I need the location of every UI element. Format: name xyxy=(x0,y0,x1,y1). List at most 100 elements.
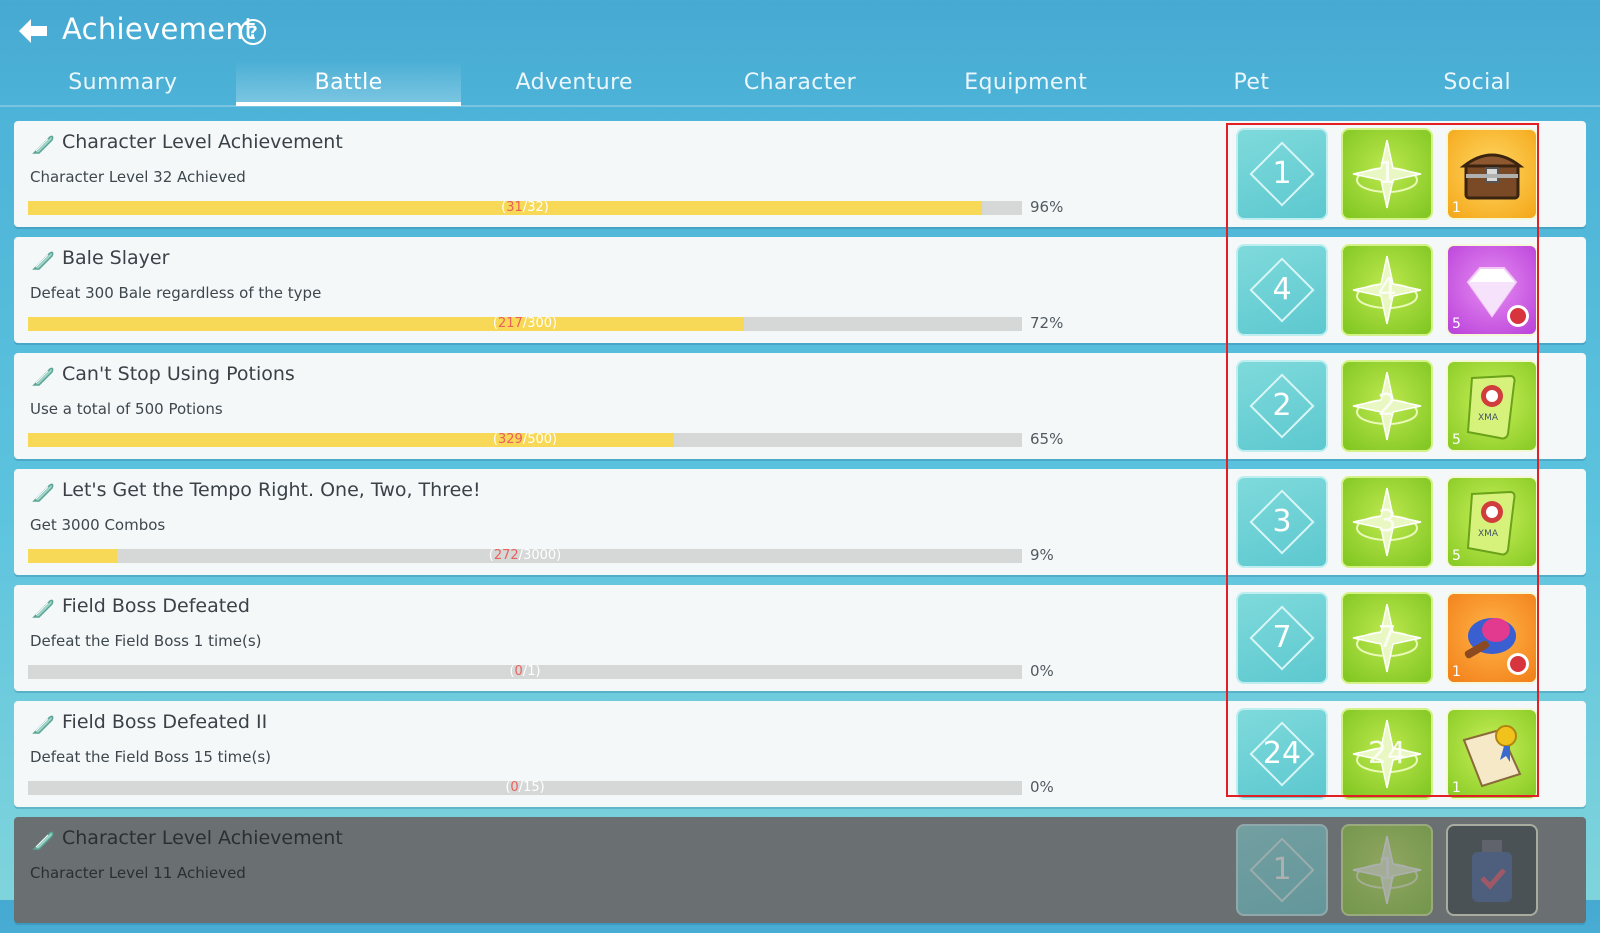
page-title: Achievement xyxy=(62,12,256,46)
achievement-description: Get 3000 Combos xyxy=(30,516,165,534)
achievement-description: Character Level 32 Achieved xyxy=(30,168,246,186)
reward-points-value: 1 xyxy=(1238,130,1326,218)
back-arrow-icon[interactable] xyxy=(16,14,50,48)
tab-social[interactable]: Social xyxy=(1364,60,1590,106)
achievement-description: Defeat 300 Bale regardless of the type xyxy=(30,284,321,302)
feather-quill-icon xyxy=(30,595,56,621)
progress-count: (0/15) xyxy=(28,780,1022,796)
feather-quill-icon xyxy=(30,827,56,853)
progress-total: 3000 xyxy=(523,548,556,563)
progress-bar: (217/300) xyxy=(28,317,1022,331)
item-quantity: 5 xyxy=(1452,316,1461,332)
star-points-value: 4 xyxy=(1343,246,1431,334)
star-point-reward[interactable]: 1 xyxy=(1341,128,1433,220)
star-point-reward[interactable]: 24 xyxy=(1341,708,1433,800)
achievement-card[interactable]: Can't Stop Using Potions Use a total of 5… xyxy=(14,353,1586,459)
item-reward[interactable]: 1 xyxy=(1446,708,1538,800)
achievement-point-reward[interactable]: 4 xyxy=(1236,244,1328,336)
tab-equipment[interactable]: Equipment xyxy=(913,60,1139,106)
star-points-value: 3 xyxy=(1343,478,1431,566)
star-point-reward[interactable]: 1 xyxy=(1341,824,1433,916)
achievement-description: Defeat the Field Boss 15 time(s) xyxy=(30,748,271,766)
feather-quill-icon xyxy=(30,711,56,737)
progress-total: 15 xyxy=(523,780,540,795)
achievement-list: Character Level Achievement Character Lev… xyxy=(14,121,1586,933)
achievement-title: Character Level Achievement xyxy=(62,131,343,153)
tab-pet[interactable]: Pet xyxy=(1139,60,1365,106)
potion-bottle-icon xyxy=(1448,826,1536,914)
feather-quill-icon xyxy=(30,479,56,505)
item-quantity: 1 xyxy=(1452,664,1461,680)
progress-bar: (0/1) xyxy=(28,665,1022,679)
star-points-value: 1 xyxy=(1343,130,1431,218)
star-points-value: 2 xyxy=(1343,362,1431,450)
achievement-card[interactable]: Character Level Achievement Character Lev… xyxy=(14,121,1586,227)
item-reward[interactable]: 1 xyxy=(1446,128,1538,220)
star-points-value: 24 xyxy=(1343,710,1431,798)
feather-quill-icon xyxy=(30,363,56,389)
spinning-top-icon xyxy=(1448,594,1536,682)
progress-percent: 0% xyxy=(1030,778,1054,796)
item-reward[interactable] xyxy=(1446,824,1538,916)
reward-points-value: 7 xyxy=(1238,594,1326,682)
svg-text:XMA: XMA xyxy=(1478,529,1499,539)
treasure-chest-icon xyxy=(1448,130,1536,218)
item-quantity: 5 xyxy=(1452,548,1461,564)
achievement-point-reward[interactable]: 24 xyxy=(1236,708,1328,800)
achievement-point-reward[interactable]: 7 xyxy=(1236,592,1328,684)
progress-bar: (31/32) xyxy=(28,201,1022,215)
achievement-card[interactable]: Bale Slayer Defeat 300 Bale regardless of… xyxy=(14,237,1586,343)
tab-battle[interactable]: Battle xyxy=(236,60,462,106)
svg-text:XMA: XMA xyxy=(1478,413,1499,423)
star-point-reward[interactable]: 2 xyxy=(1341,360,1433,452)
tab-character[interactable]: Character xyxy=(687,60,913,106)
progress-percent: 65% xyxy=(1030,430,1063,448)
progress-bar: (0/15) xyxy=(28,781,1022,795)
progress-current: 31 xyxy=(506,200,523,215)
star-point-reward[interactable]: 7 xyxy=(1341,592,1433,684)
reward-points-value: 3 xyxy=(1238,478,1326,566)
progress-bar: (272/3000) xyxy=(28,549,1022,563)
diamond-icon xyxy=(1448,246,1536,334)
progress-percent: 96% xyxy=(1030,198,1063,216)
star-points-value: 7 xyxy=(1343,594,1431,682)
item-reward[interactable]: 1 xyxy=(1446,592,1538,684)
tab-bar: Summary Battle Adventure Character Equipment… xyxy=(10,60,1590,106)
help-icon[interactable]: ? xyxy=(240,19,266,45)
achievement-point-reward[interactable]: 3 xyxy=(1236,476,1328,568)
achievement-card[interactable]: Let's Get the Tempo Right. One, Two, Thr… xyxy=(14,469,1586,575)
item-quantity: 1 xyxy=(1452,780,1461,796)
progress-bar: (329/500) xyxy=(28,433,1022,447)
reward-points-value: 2 xyxy=(1238,362,1326,450)
achievement-point-reward[interactable]: 1 xyxy=(1236,824,1328,916)
scroll-icon: XMA xyxy=(1448,362,1536,450)
progress-current: 0 xyxy=(510,780,518,795)
achievement-description: Defeat the Field Boss 1 time(s) xyxy=(30,632,262,650)
item-reward[interactable]: XMA 5 xyxy=(1446,360,1538,452)
achievement-point-reward[interactable]: 2 xyxy=(1236,360,1328,452)
star-point-reward[interactable]: 3 xyxy=(1341,476,1433,568)
progress-total: 1 xyxy=(527,664,535,679)
star-point-reward[interactable]: 4 xyxy=(1341,244,1433,336)
progress-count: (0/1) xyxy=(28,664,1022,680)
progress-total: 300 xyxy=(527,316,552,331)
achievement-title: Field Boss Defeated II xyxy=(62,711,267,733)
achievement-point-reward[interactable]: 1 xyxy=(1236,128,1328,220)
tab-divider xyxy=(0,105,1600,107)
progress-percent: 9% xyxy=(1030,546,1054,564)
reward-points-value: 1 xyxy=(1238,826,1326,914)
header: Achievement ? Summary Battle Adventure Char… xyxy=(0,0,1600,108)
item-quantity: 5 xyxy=(1452,432,1461,448)
achievement-title: Can't Stop Using Potions xyxy=(62,363,295,385)
achievement-card[interactable]: Field Boss Defeated II Defeat the Field B… xyxy=(14,701,1586,807)
feather-quill-icon xyxy=(30,247,56,273)
item-reward[interactable]: XMA 5 xyxy=(1446,476,1538,568)
item-reward[interactable]: 5 xyxy=(1446,244,1538,336)
reward-points-value: 4 xyxy=(1238,246,1326,334)
achievement-card[interactable]: Field Boss Defeated Defeat the Field Boss… xyxy=(14,585,1586,691)
star-points-value: 1 xyxy=(1343,826,1431,914)
tab-summary[interactable]: Summary xyxy=(10,60,236,106)
feather-quill-icon xyxy=(30,131,56,157)
achievement-card[interactable]: Character Level Achievement Character Lev… xyxy=(14,817,1586,923)
tab-adventure[interactable]: Adventure xyxy=(461,60,687,106)
